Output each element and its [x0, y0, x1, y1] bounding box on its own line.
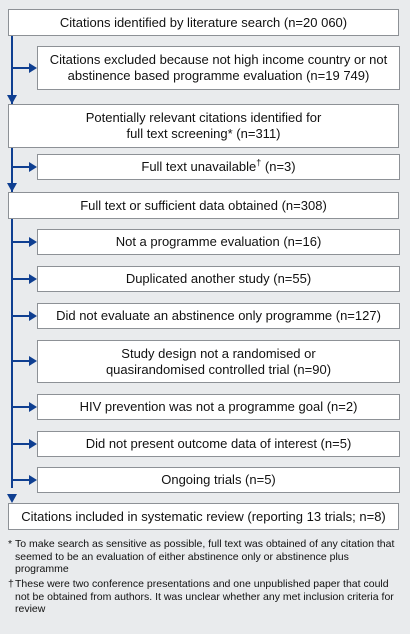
exclusion-6-text: Did not present outcome data of interest… [85, 436, 352, 451]
included-text: Citations included in systematic review … [21, 508, 386, 524]
unavailable-text: Full text unavailable† (n=3) [141, 157, 296, 174]
arrow-exclusion-4 [13, 356, 37, 366]
box-excluded-search: Citations excluded because not high inco… [37, 46, 400, 90]
arrow-exclusion-3 [13, 311, 37, 321]
exclusion-1-text: Not a programme evaluation (n=16) [115, 234, 322, 249]
arrow-exclusion-6 [13, 439, 37, 449]
footnote-1-text: To make search as sensitive as possible,… [15, 538, 395, 575]
box-obtained: Full text or sufficient data obtained (n… [8, 192, 399, 219]
main-flow-line [11, 36, 13, 488]
footnote-1-mark: * [8, 538, 13, 550]
arrow-exclusion-7 [13, 475, 37, 485]
box-exclusion-2: Duplicated another study (n=55) [37, 266, 400, 292]
box-exclusion-5: HIV prevention was not a programme goal … [37, 394, 400, 420]
arrow-to-potential-icon [7, 95, 17, 104]
obtained-text: Full text or sufficient data obtained (n… [80, 197, 327, 213]
box-exclusion-3: Did not evaluate an abstinence only prog… [37, 303, 400, 329]
exclusion-3-text: Did not evaluate an abstinence only prog… [56, 308, 381, 323]
dagger-mark: † [256, 157, 262, 168]
box-exclusion-7: Ongoing trials (n=5) [37, 467, 400, 493]
box-included: Citations included in systematic review … [8, 503, 399, 530]
box-unavailable: Full text unavailable† (n=3) [37, 154, 400, 180]
footnote-2-text: These were two conference presentations … [15, 578, 394, 615]
box-identified: Citations identified by literature searc… [8, 9, 399, 36]
box-exclusion-4: Study design not a randomised or quasira… [37, 340, 400, 383]
potentially-relevant-text: Potentially relevant citations identifie… [85, 110, 322, 141]
exclusion-4-text: Study design not a randomised or quasira… [105, 345, 332, 377]
arrow-exclusion-1 [13, 237, 37, 247]
arrow-to-included-icon [7, 494, 17, 503]
footnote-1: * To make search as sensitive as possibl… [8, 538, 404, 576]
box-potentially-relevant: Potentially relevant citations identifie… [8, 104, 399, 148]
footnote-2-mark: † [8, 578, 14, 590]
box-exclusion-6: Did not present outcome data of interest… [37, 431, 400, 457]
arrow-exclusion-5 [13, 402, 37, 412]
box-exclusion-1: Not a programme evaluation (n=16) [37, 229, 400, 255]
arrow-to-obtained-icon [7, 183, 17, 192]
exclusion-2-text: Duplicated another study (n=55) [125, 271, 312, 286]
exclusion-7-text: Ongoing trials (n=5) [161, 472, 276, 487]
exclusion-5-text: HIV prevention was not a programme goal … [79, 399, 358, 414]
footnote-2: † These were two conference presentation… [8, 578, 404, 616]
identified-text: Citations identified by literature searc… [59, 14, 348, 30]
arrow-excluded-search [13, 63, 37, 73]
arrow-unavailable [13, 162, 37, 172]
arrow-exclusion-2 [13, 274, 37, 284]
excluded-search-text: Citations excluded because not high inco… [49, 52, 388, 83]
